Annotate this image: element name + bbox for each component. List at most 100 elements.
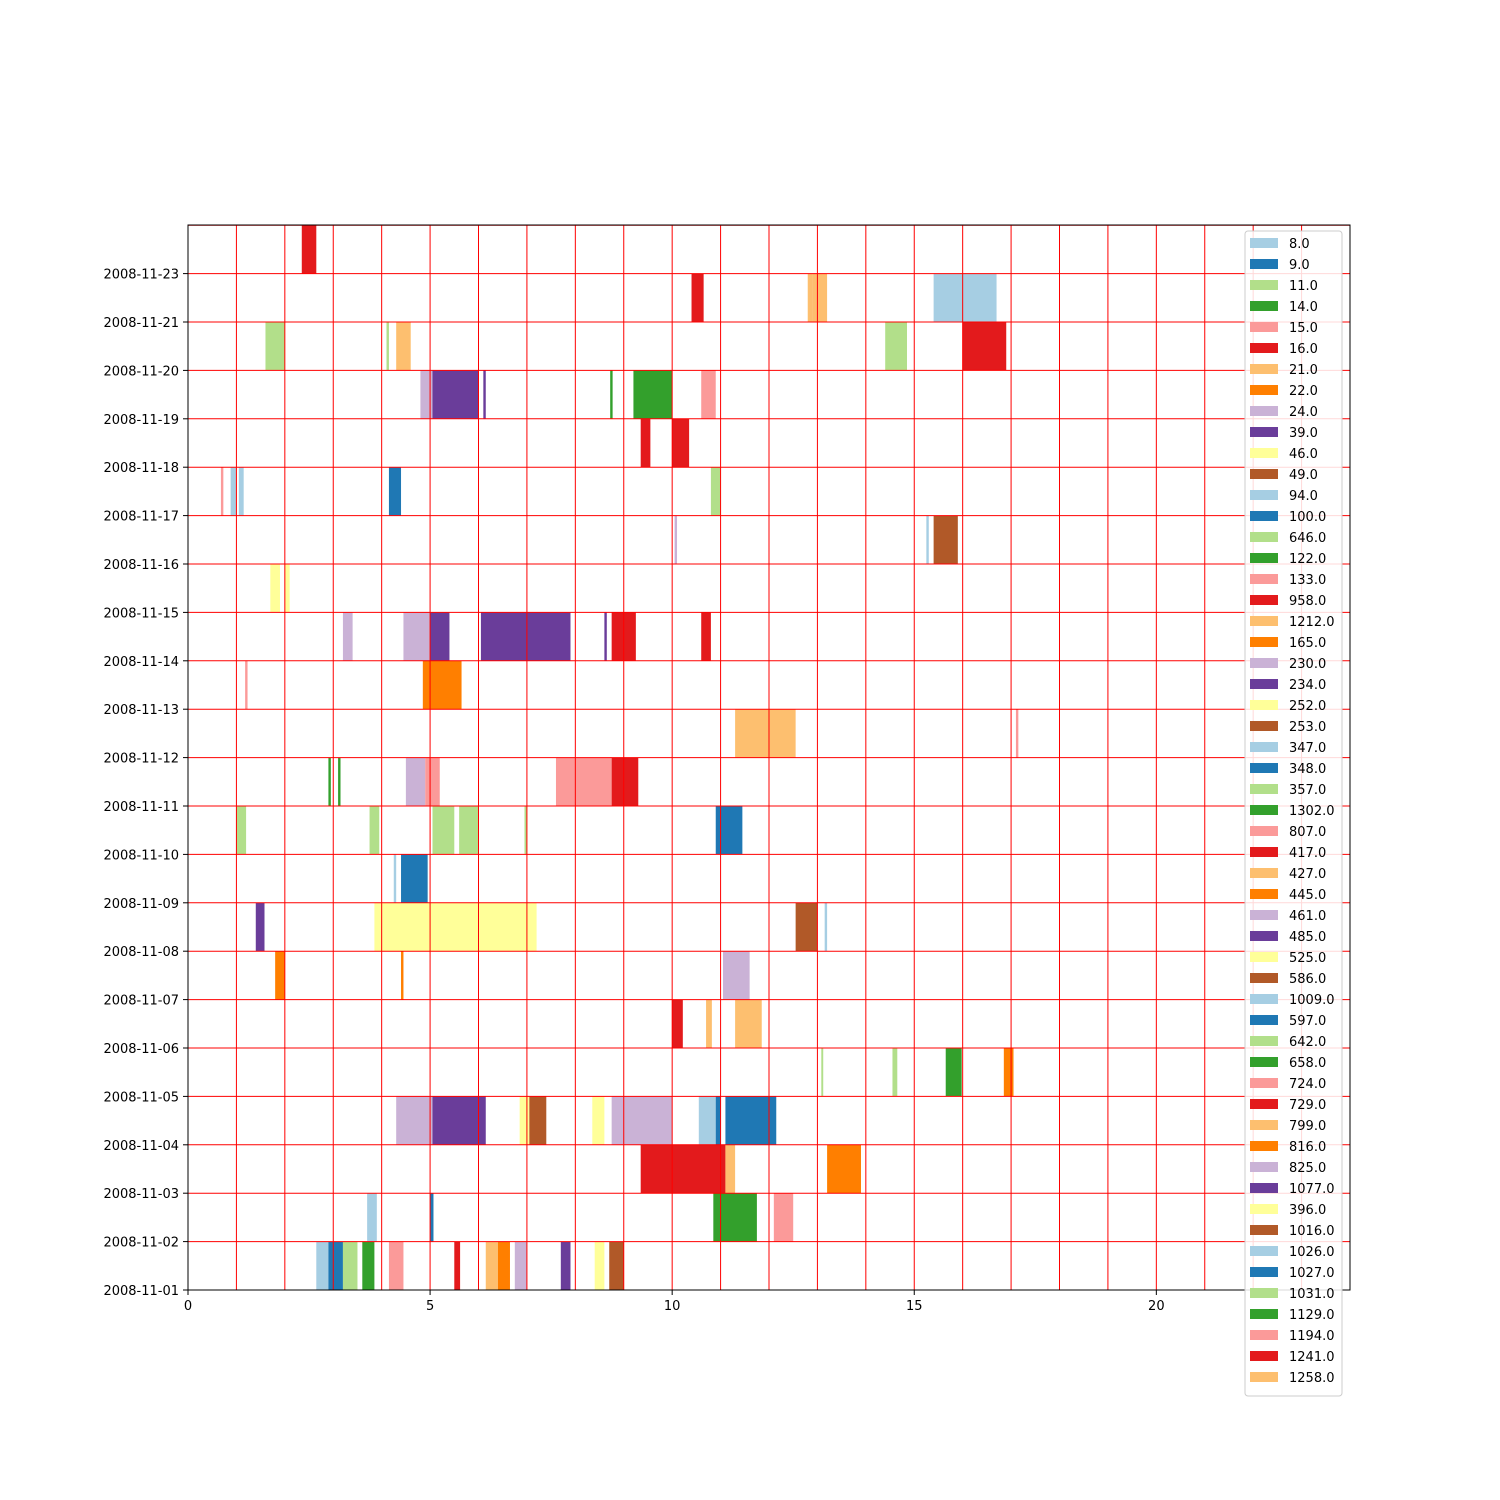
bar-segment: [236, 806, 247, 855]
legend-label: 597.0: [1289, 1014, 1326, 1029]
legend-label: 348.0: [1289, 762, 1326, 777]
legend-swatch: [1250, 532, 1278, 542]
legend-swatch: [1250, 721, 1278, 731]
legend-label: 8.0: [1289, 237, 1310, 252]
legend-swatch: [1250, 1099, 1278, 1109]
bar-segment: [483, 370, 486, 419]
y-tick-label: 2008-11-01: [103, 1284, 179, 1299]
bar-segment: [270, 564, 280, 613]
bar-segment: [497, 1241, 510, 1290]
legend-label: 253.0: [1289, 720, 1326, 735]
bar-segment: [824, 902, 828, 952]
legend-label: 22.0: [1289, 384, 1318, 399]
bar-segment: [640, 1144, 726, 1194]
legend-swatch: [1250, 490, 1278, 500]
legend-label: 807.0: [1289, 825, 1326, 840]
legend-label: 21.0: [1289, 363, 1318, 378]
x-tick-label: 15: [906, 1299, 923, 1314]
bar-segment: [388, 467, 402, 516]
bar-segment: [245, 660, 248, 710]
bar-segment: [524, 806, 527, 855]
bar-segment: [926, 515, 929, 564]
legend-swatch: [1250, 280, 1278, 290]
y-tick-label: 2008-11-21: [103, 316, 179, 331]
x-tick-label: 5: [426, 1299, 434, 1314]
bar-segment: [529, 1096, 547, 1145]
legend-swatch: [1250, 1183, 1278, 1193]
bar-segment: [342, 612, 353, 661]
legend-swatch: [1250, 1036, 1278, 1046]
legend-label: 1241.0: [1289, 1350, 1335, 1365]
bar-segment: [611, 1096, 624, 1145]
legend-swatch: [1250, 805, 1278, 815]
y-tick-label: 2008-11-18: [103, 461, 179, 476]
legend-swatch: [1250, 1057, 1278, 1067]
bar-segment: [713, 1193, 757, 1242]
legend-label: 1302.0: [1289, 804, 1335, 819]
legend-label: 133.0: [1289, 573, 1326, 588]
y-tick-label: 2008-11-03: [103, 1187, 179, 1202]
bar-segment: [369, 806, 380, 855]
legend-label: 461.0: [1289, 909, 1326, 924]
legend-swatch: [1250, 511, 1278, 521]
legend-label: 958.0: [1289, 594, 1326, 609]
legend-label: 1031.0: [1289, 1287, 1335, 1302]
y-tick-label: 2008-11-23: [103, 268, 179, 283]
legend-label: 252.0: [1289, 699, 1326, 714]
bar-segment: [555, 757, 612, 806]
bar-segment: [885, 322, 907, 371]
bar-segment: [432, 806, 455, 855]
legend-swatch: [1250, 763, 1278, 773]
bar-segment: [284, 564, 290, 613]
legend-label: 122.0: [1289, 552, 1326, 567]
bar-segment: [725, 1144, 736, 1194]
legend-label: 1077.0: [1289, 1182, 1335, 1197]
bar-segment: [432, 1096, 486, 1145]
legend-swatch: [1250, 910, 1278, 920]
legend-swatch: [1250, 826, 1278, 836]
legend-swatch: [1250, 301, 1278, 311]
bar-segment: [933, 273, 997, 322]
bar-segment: [367, 1193, 377, 1242]
legend-swatch: [1250, 343, 1278, 353]
bar-segment: [388, 1241, 404, 1290]
legend-label: 1129.0: [1289, 1308, 1335, 1323]
legend-swatch: [1250, 1309, 1278, 1319]
legend-swatch: [1250, 679, 1278, 689]
bar-segment: [807, 273, 813, 322]
legend-swatch: [1250, 1204, 1278, 1214]
bar-segment: [560, 1241, 571, 1290]
legend-label: 11.0: [1289, 279, 1318, 294]
legend-swatch: [1250, 784, 1278, 794]
bar-segment: [480, 612, 571, 661]
bar-segment: [623, 1096, 673, 1145]
bar-segments: [220, 225, 1019, 1290]
bar-segment: [735, 999, 762, 1048]
legend-swatch: [1250, 322, 1278, 332]
bar-segment: [454, 1241, 461, 1290]
bar-segment: [773, 1193, 794, 1242]
legend-label: 658.0: [1289, 1056, 1326, 1071]
legend-label: 39.0: [1289, 426, 1318, 441]
legend-swatch: [1250, 1246, 1278, 1256]
y-tick-label: 2008-11-12: [103, 752, 179, 767]
bar-segment: [328, 757, 331, 806]
bar-segment: [316, 1241, 329, 1290]
legend-label: 525.0: [1289, 951, 1326, 966]
legend-swatch: [1250, 847, 1278, 857]
legend-label: 9.0: [1289, 258, 1310, 273]
bar-segment: [715, 1096, 721, 1145]
legend-swatch: [1250, 952, 1278, 962]
legend-label: 230.0: [1289, 657, 1326, 672]
legend-label: 347.0: [1289, 741, 1326, 756]
bar-segment: [610, 370, 613, 419]
legend-swatch: [1250, 889, 1278, 899]
x-tick-label: 10: [664, 1299, 681, 1314]
legend-label: 1027.0: [1289, 1266, 1335, 1281]
legend-label: 642.0: [1289, 1035, 1326, 1050]
bar-segment: [594, 1241, 605, 1290]
legend-swatch: [1250, 994, 1278, 1004]
legend-label: 445.0: [1289, 888, 1326, 903]
y-tick-label: 2008-11-17: [103, 510, 179, 525]
legend-label: 1009.0: [1289, 993, 1335, 1008]
